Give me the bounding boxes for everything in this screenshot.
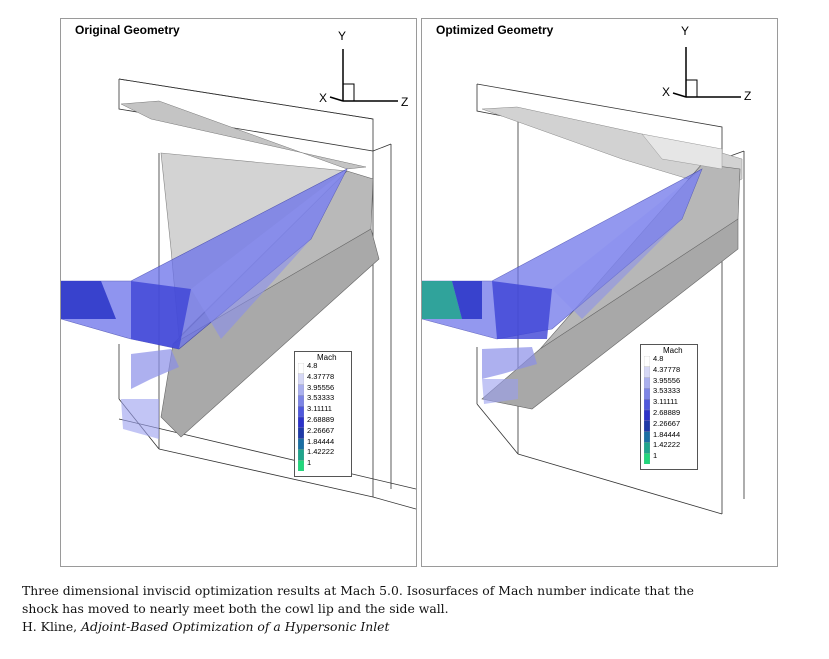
legend-level: 3.53333 bbox=[307, 393, 335, 403]
legend-level: 1.84444 bbox=[307, 436, 335, 446]
x-axis-label: X bbox=[662, 85, 671, 99]
legend-level: 3.11111 bbox=[307, 404, 332, 414]
legend-swatch bbox=[298, 406, 304, 418]
optimized-geometry-render bbox=[422, 83, 745, 515]
legend-swatch bbox=[644, 399, 650, 411]
x-axis-label: X bbox=[319, 91, 328, 105]
legend-swatch bbox=[644, 356, 650, 368]
panel-title: Optimized Geometry bbox=[436, 23, 554, 37]
legend-level: 1.42222 bbox=[307, 447, 335, 457]
legend-swatch bbox=[644, 377, 650, 389]
legend-level: 4.8 bbox=[653, 354, 664, 363]
legend-swatch bbox=[298, 438, 304, 450]
mach-legend: Mach 4.8 4.37778 3.95556 3.53333 3.11111… bbox=[640, 344, 698, 470]
legend-level: 3.95556 bbox=[653, 375, 681, 385]
legend-swatch bbox=[644, 366, 650, 379]
axis-triad bbox=[329, 49, 398, 102]
legend-level: 2.68889 bbox=[307, 414, 335, 424]
legend-swatch bbox=[644, 442, 650, 454]
legend-swatch bbox=[644, 388, 650, 400]
legend-swatch bbox=[298, 449, 304, 461]
legend-level: 4.37778 bbox=[307, 371, 335, 381]
legend-swatch bbox=[644, 431, 650, 443]
z-axis-label: Z bbox=[744, 89, 752, 103]
legend-swatch bbox=[298, 395, 304, 407]
legend-swatch bbox=[298, 373, 304, 386]
y-axis-label: Y bbox=[338, 29, 347, 43]
original-geometry-panel: Original Geometry Y X Z Mach 4.8 4.37778… bbox=[60, 18, 417, 567]
legend-swatch bbox=[298, 460, 304, 471]
legend-level: 2.26667 bbox=[307, 425, 335, 435]
axis-triad bbox=[672, 47, 741, 98]
legend-level: 3.53333 bbox=[653, 386, 681, 396]
legend-labels: 4.8 4.37778 3.95556 3.53333 3.11111 2.68… bbox=[307, 361, 334, 469]
legend-level: 1.42222 bbox=[653, 440, 681, 450]
mach-legend: Mach 4.8 4.37778 3.95556 3.53333 3.11111… bbox=[294, 351, 352, 477]
legend-color-bar bbox=[644, 356, 650, 464]
legend-level: 1 bbox=[653, 451, 658, 461]
z-axis-label: Z bbox=[401, 95, 409, 109]
legend-swatch bbox=[298, 363, 304, 375]
panel-title: Original Geometry bbox=[75, 23, 180, 37]
legend-level: 4.8 bbox=[307, 361, 318, 370]
legend-title: Mach bbox=[663, 346, 683, 355]
legend-swatch bbox=[644, 420, 650, 433]
legend-swatch bbox=[298, 416, 304, 429]
legend-swatch bbox=[644, 453, 650, 464]
caption-work-title: Adjoint-Based Optimization of a Hyperson… bbox=[81, 619, 390, 634]
legend-swatch bbox=[644, 409, 650, 422]
legend-labels: 4.8 4.37778 3.95556 3.53333 3.11111 2.68… bbox=[653, 354, 680, 462]
legend-swatch bbox=[298, 384, 304, 396]
caption-line-2: shock has moved to nearly meet both the … bbox=[22, 601, 449, 616]
legend-level: 1 bbox=[307, 458, 312, 468]
caption-line-1: Three dimensional inviscid optimization … bbox=[22, 583, 694, 598]
figure-caption: Three dimensional inviscid optimization … bbox=[22, 582, 822, 636]
legend-level: 4.37778 bbox=[653, 364, 681, 374]
optimized-geometry-panel: Optimized Geometry Y X Z Mach 4.8 4.3777… bbox=[421, 18, 778, 567]
caption-attribution: H. Kline, Adjoint-Based Optimization of … bbox=[22, 618, 822, 636]
legend-level: 3.11111 bbox=[653, 397, 678, 407]
original-geometry-render bbox=[61, 78, 416, 510]
caption-author: H. Kline, bbox=[22, 619, 82, 634]
legend-swatch bbox=[298, 427, 304, 440]
legend-level: 3.95556 bbox=[307, 382, 335, 392]
legend-level: 2.26667 bbox=[653, 418, 681, 428]
legend-title: Mach bbox=[317, 353, 337, 362]
legend-level: 1.84444 bbox=[653, 429, 681, 439]
legend-level: 2.68889 bbox=[653, 407, 681, 417]
y-axis-label: Y bbox=[681, 24, 690, 38]
legend-color-bar bbox=[298, 363, 304, 471]
